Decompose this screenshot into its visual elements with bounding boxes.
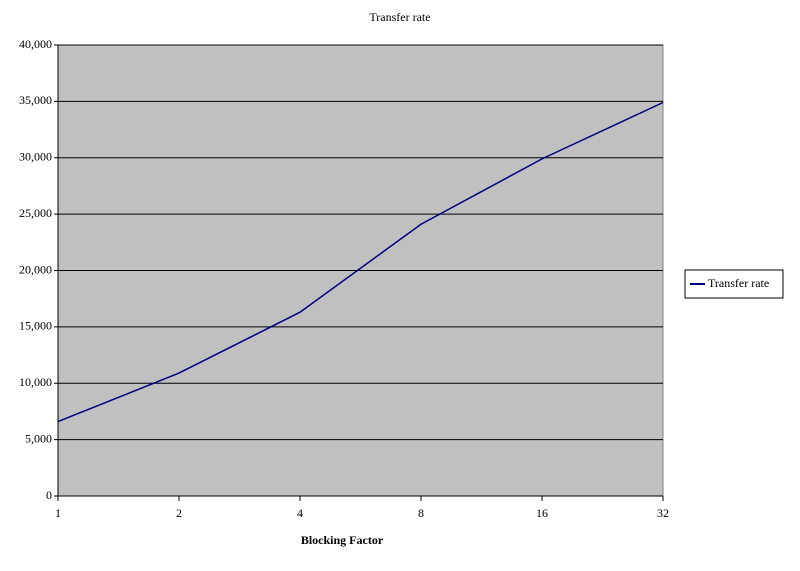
y-tick-label: 30,000 [19,150,52,164]
y-tick-label: 5,000 [25,431,52,445]
y-tick-label: 10,000 [19,375,52,389]
chart-title: Transfer rate [369,10,430,24]
x-tick-label: 8 [418,506,424,520]
y-tick-label: 25,000 [19,206,52,220]
legend-label: Transfer rate [708,276,769,290]
y-tick-label: 40,000 [19,37,52,51]
x-tick-label: 16 [536,506,548,520]
x-tick-label: 1 [55,506,61,520]
x-axis-label: Blocking Factor [301,533,384,547]
y-tick-label: 15,000 [19,319,52,333]
x-tick-label: 4 [297,506,303,520]
y-tick-label: 35,000 [19,93,52,107]
y-tick-label: 20,000 [19,262,52,276]
x-tick-label: 2 [176,506,182,520]
data-line [57,101,664,423]
y-tick-label: 0 [46,488,52,502]
x-tick-label: 32 [657,506,669,520]
